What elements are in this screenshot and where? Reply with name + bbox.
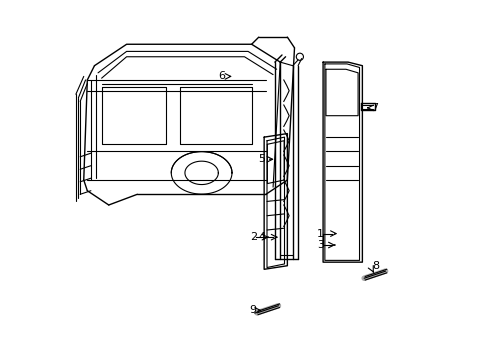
Text: 2: 2 (249, 232, 257, 242)
Text: 9: 9 (249, 305, 256, 315)
Text: 1: 1 (316, 229, 323, 239)
Text: 3: 3 (316, 240, 323, 250)
Text: 6: 6 (218, 71, 225, 81)
Text: 4: 4 (258, 232, 265, 242)
Text: 8: 8 (372, 261, 379, 271)
Text: 7: 7 (370, 103, 377, 113)
Text: 5: 5 (258, 154, 264, 164)
